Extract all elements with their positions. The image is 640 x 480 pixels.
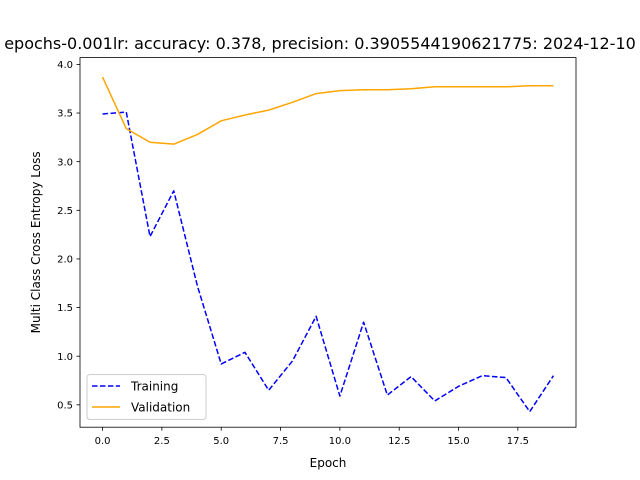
y-tick-label: 1.5 [57, 303, 73, 314]
chart-title: epochs-0.001lr: accuracy: 0.378, precisi… [4, 34, 636, 53]
y-tick-label: 0.5 [57, 400, 73, 411]
y-tick-label: 1.0 [57, 352, 73, 363]
x-tick-label: 17.5 [507, 436, 529, 447]
x-tick-label: 10.0 [329, 436, 351, 447]
series-line-validation [101, 76, 554, 145]
x-tick-label: 12.5 [388, 436, 410, 447]
x-axis-label: Epoch [310, 456, 347, 470]
legend-label-training: Training [130, 380, 178, 394]
x-tick-label: 15.0 [447, 436, 469, 447]
x-axis-ticks: 0.0 2.5 5.0 7.5 10.0 12.5 15.0 17.5 [95, 427, 529, 447]
x-tick-label: 2.5 [154, 436, 170, 447]
x-tick-label: 7.5 [273, 436, 289, 447]
x-tick-label: 5.0 [213, 436, 229, 447]
y-tick-label: 4.0 [57, 60, 73, 71]
y-tick-label: 2.5 [57, 206, 73, 217]
legend-label-validation: Validation [131, 401, 190, 415]
y-axis-ticks: 0.5 1.0 1.5 2.0 2.5 3.0 3.5 4.0 [57, 60, 80, 411]
plot-area [101, 76, 555, 413]
series-line-training [102, 111, 555, 413]
axes-frame [79, 57, 577, 428]
x-tick-label: 0.0 [95, 436, 111, 447]
y-tick-label: 3.0 [57, 157, 73, 168]
y-tick-label: 2.0 [57, 255, 73, 266]
y-axis-label: Multi Class Cross Entropy Loss [29, 151, 43, 333]
y-tick-label: 3.5 [57, 109, 73, 120]
legend: Training Validation [86, 374, 207, 420]
